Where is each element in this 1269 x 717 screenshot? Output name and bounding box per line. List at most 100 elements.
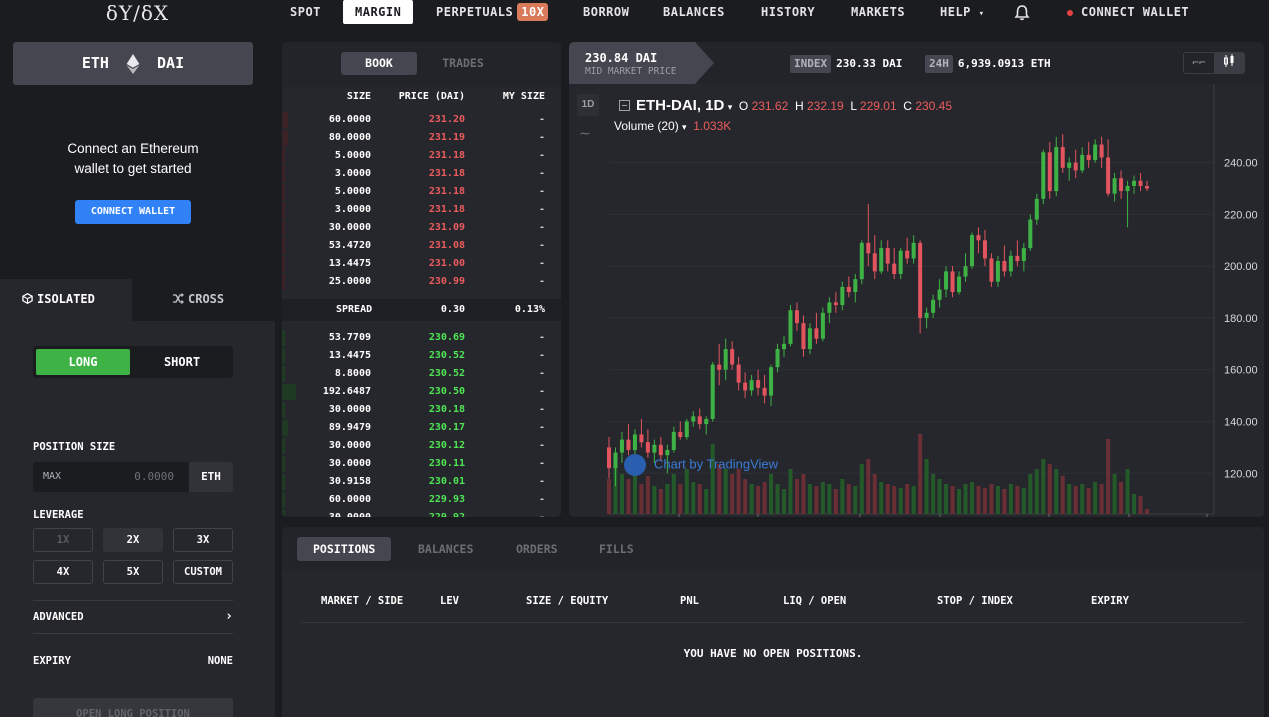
candle-body (749, 380, 754, 391)
nav-borrow[interactable]: BORROW (583, 5, 630, 19)
tab-book[interactable]: BOOK (341, 52, 417, 75)
short-button[interactable]: SHORT (163, 355, 201, 369)
candle-body (1041, 152, 1046, 199)
advanced-label: ADVANCED (33, 611, 84, 623)
volume-bar (613, 459, 618, 514)
bid-row[interactable]: 89.9479 230.17 - (282, 419, 561, 437)
volume-bar (691, 482, 696, 514)
leverage-4x[interactable]: 4X (33, 560, 93, 584)
candlestick-chart[interactable]: 240.00 220.00 200.00 180.00 160.00 140.00 120.… (569, 84, 1264, 517)
interval-button[interactable]: 1D (577, 94, 599, 116)
index-price: INDEX 230.33 DAI (790, 53, 902, 75)
candle-body (665, 449, 670, 456)
tab-cross[interactable]: CROSS (132, 279, 275, 321)
chevron-down-icon[interactable]: ▾ (727, 102, 733, 112)
leverage-2x[interactable]: 2X (103, 528, 163, 552)
nav-perpetuals[interactable]: PERPETUALS 10X (436, 0, 549, 25)
ask-row[interactable]: 5.0000 231.18 - (282, 147, 561, 165)
tab-trades[interactable]: TRADES (442, 56, 484, 70)
bid-row[interactable]: 192.6487 230.50 - (282, 383, 561, 401)
bid-row[interactable]: 53.7709 230.69 - (282, 329, 561, 347)
order-my-size: - (538, 204, 545, 215)
ask-row[interactable]: 80.0000 231.19 - (282, 129, 561, 147)
tab-balances[interactable]: BALANCES (418, 542, 474, 556)
bid-row[interactable]: 8.8000 230.52 - (282, 365, 561, 383)
tab-orders[interactable]: ORDERS (516, 542, 558, 556)
nav-margin[interactable]: MARGIN (343, 0, 414, 24)
candle-body (814, 328, 819, 339)
ask-row[interactable]: 5.0000 231.18 - (282, 183, 561, 201)
candle-body (697, 416, 702, 425)
candle-body (976, 235, 981, 241)
bid-row[interactable]: 30.0000 230.18 - (282, 401, 561, 419)
ask-row[interactable]: 25.0000 230.99 - (282, 273, 561, 291)
leverage-5x[interactable]: 5X (103, 560, 163, 584)
line-chart-icon[interactable]: ⌐⌐ (1192, 56, 1206, 69)
order-size: 30.0000 (328, 222, 371, 233)
nav-spot[interactable]: SPOT (290, 5, 321, 19)
nav-balances[interactable]: BALANCES (663, 5, 725, 19)
candle-body (1106, 157, 1111, 194)
expiry-row[interactable]: EXPIRY NONE (33, 655, 233, 667)
indicator-icon[interactable]: ∼ (579, 126, 591, 142)
candle-body (645, 442, 650, 453)
nav-help[interactable]: HELP ▾ (940, 0, 985, 25)
market-selector[interactable]: ETH DAI (13, 42, 253, 85)
volume-bar (1138, 496, 1143, 514)
bid-row[interactable]: 30.0000 230.12 - (282, 437, 561, 455)
position-size-input[interactable]: MAX 0.0000 (33, 462, 189, 492)
nav-history[interactable]: HISTORY (761, 5, 816, 19)
mid-price: 230.84 DAI (585, 51, 658, 65)
candle-body (1054, 147, 1059, 192)
tab-fills[interactable]: FILLS (599, 542, 634, 556)
logo[interactable]: δY/δX (105, 1, 170, 25)
ask-row[interactable]: 13.4475 231.00 - (282, 255, 561, 273)
candle-body (1002, 261, 1007, 272)
max-button[interactable]: MAX (43, 471, 62, 482)
ask-row[interactable]: 53.4720 231.08 - (282, 237, 561, 255)
bid-row[interactable]: 60.0000 229.93 - (282, 491, 561, 509)
candle-body (1021, 248, 1026, 262)
candle-body (1067, 162, 1072, 168)
connect-wallet-button[interactable]: CONNECT WALLET (75, 200, 191, 224)
long-button[interactable]: LONG (36, 349, 130, 375)
leverage-1x[interactable]: 1X (33, 528, 93, 552)
open-position-button[interactable]: OPEN LONG POSITION (33, 698, 233, 717)
volume-bar (989, 484, 994, 514)
bid-row[interactable]: 30.9158 230.01 - (282, 473, 561, 491)
leverage-custom[interactable]: CUSTOM (173, 560, 233, 584)
symbol-label[interactable]: ETH-DAI, 1D (636, 97, 725, 114)
candle-body (1047, 152, 1052, 192)
bid-row[interactable]: 30.0000 229.92 - (282, 509, 561, 517)
nav-markets[interactable]: MARKETS (851, 5, 906, 19)
bid-row[interactable]: 30.0000 230.11 - (282, 455, 561, 473)
depth-bar (282, 384, 296, 400)
volume-bar (1073, 486, 1078, 514)
bell-icon[interactable] (1013, 0, 1031, 25)
volume-indicator-label[interactable]: Volume (20) (614, 119, 679, 133)
volume-bar (762, 482, 767, 514)
ask-row[interactable]: 30.0000 231.09 - (282, 219, 561, 237)
tradingview-watermark[interactable]: Chart by TradingView (624, 454, 778, 476)
connect-wallet-label: CONNECT WALLET (1081, 5, 1190, 19)
tab-isolated[interactable]: ISOLATED (0, 279, 132, 322)
volume-bar (859, 464, 864, 514)
collapse-icon[interactable] (619, 100, 630, 111)
y-tick-label: 160.00 (1224, 365, 1258, 377)
candlestick-icon[interactable] (1214, 53, 1244, 73)
connect-wallet-nav[interactable]: CONNECT WALLET (1067, 0, 1189, 25)
chevron-down-icon[interactable]: ▾ (682, 122, 687, 132)
depth-bar (282, 256, 285, 272)
open-label: O (738, 99, 749, 113)
leverage-3x[interactable]: 3X (173, 528, 233, 552)
ask-row[interactable]: 3.0000 231.18 - (282, 165, 561, 183)
ask-row[interactable]: 60.0000 231.20 - (282, 111, 561, 129)
bid-row[interactable]: 13.4475 230.52 - (282, 347, 561, 365)
ask-row[interactable]: 3.0000 231.18 - (282, 201, 561, 219)
tab-positions[interactable]: POSITIONS (297, 537, 392, 561)
price-chart-panel: 230.84 DAI MID MARKET PRICE INDEX 230.33 … (569, 42, 1264, 517)
volume-bar (827, 484, 832, 514)
candle-body (963, 266, 968, 277)
volume-bar (697, 484, 702, 514)
advanced-toggle[interactable]: ADVANCED › (33, 609, 233, 624)
